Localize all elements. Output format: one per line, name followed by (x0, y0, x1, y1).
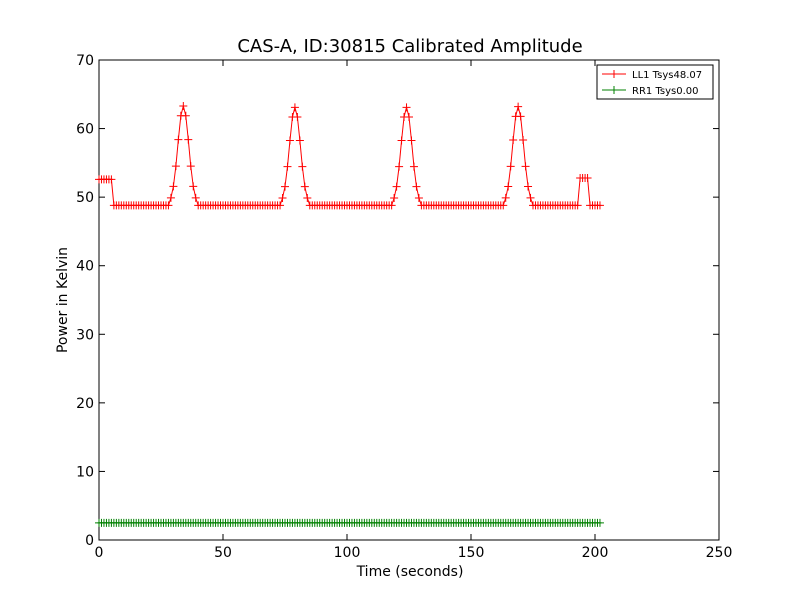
data-point (521, 162, 530, 171)
data-point (281, 182, 289, 191)
data-point (414, 193, 423, 202)
data-point (295, 136, 304, 145)
data-point (191, 193, 200, 202)
y-tick-label: 60 (76, 122, 94, 138)
x-tick-label: 0 (95, 545, 104, 561)
legend-label: RR1 Tsys0.00 (632, 86, 699, 97)
legend-box (596, 64, 714, 100)
data-point (499, 201, 508, 210)
legend-item: RR1 Tsys0.00 (602, 86, 699, 97)
y-tick-label: 20 (76, 396, 94, 412)
data-point (107, 175, 116, 184)
x-tick-label: 250 (706, 545, 733, 561)
y-tick-label: 70 (76, 53, 94, 69)
data-point (504, 182, 513, 191)
data-point (412, 182, 421, 191)
data-point (409, 162, 418, 171)
data-point (509, 136, 518, 145)
data-point (290, 103, 299, 112)
y-tick-label: 50 (76, 190, 94, 206)
data-point (298, 162, 307, 171)
data-point (516, 112, 525, 121)
data-point (283, 162, 292, 171)
y-tick-label: 10 (76, 464, 94, 480)
data-point (300, 182, 309, 191)
data-point (174, 135, 183, 144)
data-point (392, 182, 401, 191)
data-point (514, 102, 523, 111)
data-point (595, 201, 604, 210)
axis-ticks: 0 50 100 150 200 250 0 10 20 30 40 50 60 70 (76, 53, 732, 561)
data-point (519, 136, 528, 145)
data-point (395, 162, 404, 171)
data-point (397, 136, 406, 145)
data-point (285, 136, 294, 145)
y-tick-label: 0 (85, 533, 94, 549)
data-point (506, 162, 515, 171)
data-point (166, 193, 175, 202)
data-point (303, 193, 312, 202)
x-tick-label: 200 (582, 545, 609, 561)
legend-marker (610, 70, 618, 78)
chart-title: CAS-A, ID:30815 Calibrated Amplitude (237, 36, 582, 57)
data-point (524, 182, 533, 191)
x-tick-label: 50 (214, 545, 232, 561)
data-point (278, 193, 287, 202)
data-point (583, 173, 592, 182)
data-point (181, 111, 190, 120)
legend: LL1 Tsys48.07 RR1 Tsys0.00 (596, 64, 714, 100)
x-tick-label: 100 (334, 545, 361, 561)
legend-marker (610, 86, 618, 94)
x-axis-label: Time (seconds) (356, 564, 464, 580)
series-rr1 (95, 518, 604, 527)
data-point (595, 518, 604, 527)
data-point (169, 182, 178, 191)
data-point (501, 193, 510, 202)
y-axis-label: Power in Kelvin (55, 247, 71, 353)
data-point (405, 112, 413, 121)
data-point (171, 162, 180, 171)
y-tick-label: 40 (76, 259, 94, 275)
data-point (387, 201, 396, 210)
data-point (186, 162, 195, 171)
data-point (189, 182, 198, 191)
x-tick-label: 150 (458, 545, 485, 561)
plot-area (98, 59, 720, 541)
data-point (184, 135, 193, 144)
data-point (407, 136, 416, 145)
data-point (164, 201, 173, 210)
series-ll1 (95, 101, 604, 210)
data-point (390, 193, 399, 202)
data-point (293, 112, 302, 121)
data-point (573, 201, 582, 210)
y-tick-label: 30 (76, 327, 94, 343)
data-point (179, 101, 188, 110)
data-point (276, 201, 285, 210)
data-point (402, 103, 411, 112)
data-point (526, 193, 535, 202)
legend-label: LL1 Tsys48.07 (632, 70, 702, 81)
series-layer (95, 101, 604, 527)
legend-item: LL1 Tsys48.07 (602, 70, 702, 81)
